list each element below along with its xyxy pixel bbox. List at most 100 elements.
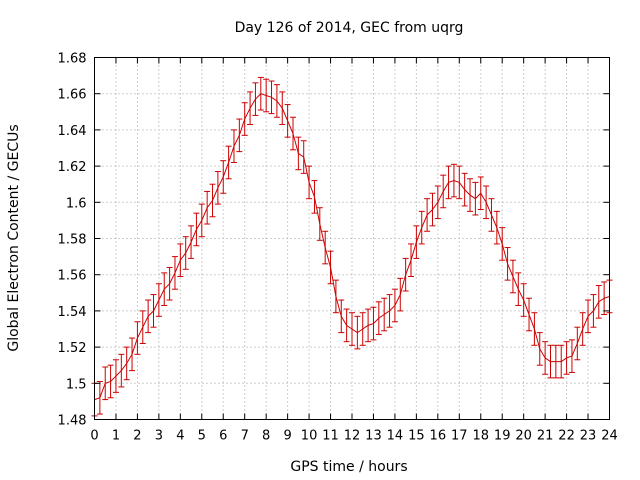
x-tick-label: 23 [580, 429, 597, 444]
error-bar [129, 337, 136, 372]
error-bar [166, 266, 173, 301]
x-tick-label: 8 [262, 429, 270, 444]
error-bar [155, 283, 162, 317]
error-bar [322, 230, 329, 265]
error-bar [391, 288, 398, 323]
error-bar [349, 312, 355, 346]
error-bar [241, 102, 248, 136]
error-bar [247, 91, 254, 125]
error-bar [445, 165, 452, 200]
error-bar [558, 344, 565, 379]
error-bar [472, 181, 479, 216]
x-tick-label: 1 [112, 429, 120, 444]
y-tick-label: 1.58 [58, 233, 87, 248]
error-bar [418, 210, 425, 245]
error-bar [316, 207, 323, 241]
y-tick-label: 1.68 [58, 52, 87, 67]
x-tick-label: 12 [344, 429, 361, 444]
error-bar [134, 321, 141, 355]
error-bar [568, 339, 575, 373]
error-bar [257, 76, 264, 111]
error-bar [145, 299, 152, 334]
error-bar [204, 190, 211, 225]
error-bar [370, 306, 377, 341]
error-bar [504, 247, 511, 281]
error-bar [467, 178, 474, 212]
error-bar [252, 82, 259, 116]
x-tick-label: 20 [515, 429, 532, 444]
error-bar [381, 297, 388, 332]
error-bar [515, 272, 522, 306]
x-tick-label: 5 [198, 429, 206, 444]
y-tick-label: 1.6 [66, 196, 87, 211]
chart-title: Day 126 of 2014, GEC from uqrg [235, 20, 464, 36]
error-bar [520, 283, 527, 317]
y-tick-label: 1.62 [58, 160, 87, 175]
y-tick-label: 1.56 [58, 269, 87, 284]
x-tick-label: 13 [365, 429, 382, 444]
x-tick-label: 16 [430, 429, 447, 444]
x-tick-label: 18 [472, 429, 489, 444]
error-bar [386, 294, 393, 328]
error-bar [493, 210, 500, 245]
x-tick-label: 17 [451, 429, 468, 444]
error-bar [338, 299, 345, 334]
error-bar [150, 294, 157, 328]
x-tick-label: 9 [283, 429, 291, 444]
error-bar [295, 136, 302, 171]
y-tick-label: 1.66 [58, 88, 87, 103]
x-tick-label: 6 [219, 429, 227, 444]
error-bar [263, 78, 270, 113]
error-bar [483, 185, 490, 220]
error-bar [268, 80, 275, 115]
x-tick-label: 7 [241, 429, 249, 444]
error-bar [225, 145, 232, 180]
error-bar [434, 185, 441, 220]
error-bar [461, 172, 468, 207]
error-bar [102, 366, 109, 401]
x-axis-label: GPS time / hours [290, 459, 407, 475]
error-bar [579, 312, 586, 346]
error-bar [590, 294, 597, 328]
x-tick-label: 22 [558, 429, 575, 444]
error-bar [547, 344, 554, 379]
error-bar [327, 250, 334, 285]
x-tick-label: 0 [90, 429, 98, 444]
error-bar [188, 225, 195, 259]
grid [94, 57, 610, 420]
error-bar [552, 344, 559, 379]
y-tick-label: 1.52 [58, 341, 87, 356]
error-bar [424, 198, 431, 232]
error-bar [456, 165, 463, 200]
error-bar [123, 346, 130, 381]
y-tick-label: 1.48 [58, 414, 87, 429]
x-tick-label: 14 [387, 429, 404, 444]
error-bar [375, 301, 382, 335]
error-bar [542, 341, 549, 375]
x-tick-label: 11 [322, 429, 339, 444]
error-bar [220, 160, 227, 194]
error-bar [193, 212, 200, 247]
data-series [91, 76, 613, 417]
error-bar [198, 203, 205, 238]
axis-ticks: 0 1 2 3 4 5 6 7 8 9 10 11 12 13 14 15 16 17 18 19 20 21 22 23 24… [58, 52, 618, 444]
error-bar [601, 281, 608, 316]
error-bar [413, 225, 420, 259]
error-bar [595, 285, 602, 319]
error-bar [311, 180, 318, 214]
error-bar [139, 310, 146, 344]
error-bar [365, 308, 372, 343]
x-tick-label: 19 [494, 429, 511, 444]
error-bar [107, 364, 114, 399]
y-tick-label: 1.5 [66, 377, 87, 392]
error-bar [563, 341, 570, 375]
x-tick-label: 2 [133, 429, 141, 444]
error-bar [354, 315, 361, 350]
error-bar [574, 326, 581, 361]
error-bar [230, 129, 237, 163]
error-bar [359, 312, 366, 346]
error-bar [161, 272, 168, 306]
y-tick-label: 1.54 [58, 305, 87, 320]
error-bar [343, 308, 350, 343]
